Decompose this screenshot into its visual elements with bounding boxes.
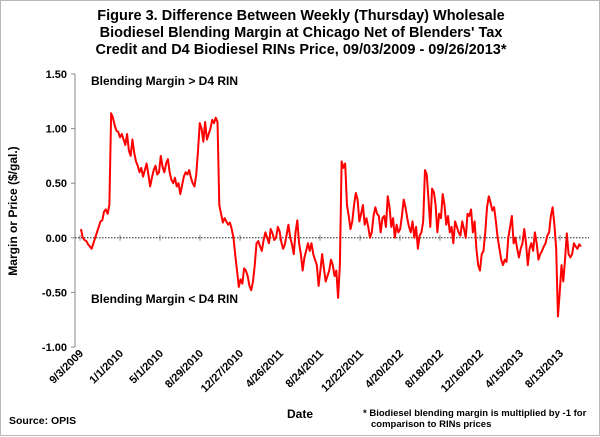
- x-tick-label: 5/1/2010: [127, 348, 166, 387]
- x-axis-ticks: 9/3/2009 1/1/2010 5/1/20108/29/201012/27/2…: [47, 234, 566, 395]
- y-tick-label: 0.50: [46, 178, 67, 190]
- x-tick-label: 12/27/2010: [199, 348, 246, 395]
- chart-title: Figure 3. Difference Between Weekly (Thu…: [1, 8, 600, 59]
- footnote-line: * Biodiesel blending margin is multiplie…: [363, 408, 587, 419]
- annotation-upper: Blending Margin > D4 RIN: [91, 74, 238, 88]
- y-axis-ticks: 1.50 1.00 0.50 0.00 -0.50 -1.00: [42, 69, 75, 354]
- x-tick-label: 1/1/2010: [87, 348, 126, 387]
- y-tick-label: 1.00: [46, 124, 67, 136]
- y-axis-label: Margin or Price ($/gal.): [6, 146, 20, 275]
- x-tick-label: 4/15/2013: [483, 348, 526, 391]
- y-tick-label: 0.00: [46, 233, 67, 245]
- chart-title-line: Figure 3. Difference Between Weekly (Thu…: [97, 8, 505, 24]
- chart-title-line: Biodiesel Blending Margin at Chicago Net…: [99, 25, 503, 41]
- source-note: Source: OPIS: [9, 415, 77, 427]
- x-tick-label: 12/22/2011: [319, 348, 366, 395]
- x-tick-label: 4/20/2012: [363, 348, 406, 391]
- annotation-lower: Blending Margin < D4 RIN: [91, 292, 238, 306]
- y-tick-label: 1.50: [46, 69, 67, 81]
- footnote-line: comparison to RINs prices: [371, 419, 492, 430]
- footnote: * Biodiesel blending margin is multiplie…: [363, 408, 586, 430]
- chart-title-line: Credit and D4 Biodiesel RINs Price, 09/0…: [95, 42, 507, 58]
- y-tick-label: -0.50: [42, 287, 67, 299]
- x-tick-label: 8/24/2011: [283, 348, 326, 391]
- x-axis-label: Date: [287, 407, 313, 421]
- x-tick-label: 8/13/2013: [523, 348, 566, 391]
- series-line: [80, 112, 582, 318]
- x-tick-label: 4/26/2011: [243, 348, 286, 391]
- y-tick-label: -1.00: [42, 342, 67, 354]
- x-tick-label: 12/16/2012: [439, 348, 486, 395]
